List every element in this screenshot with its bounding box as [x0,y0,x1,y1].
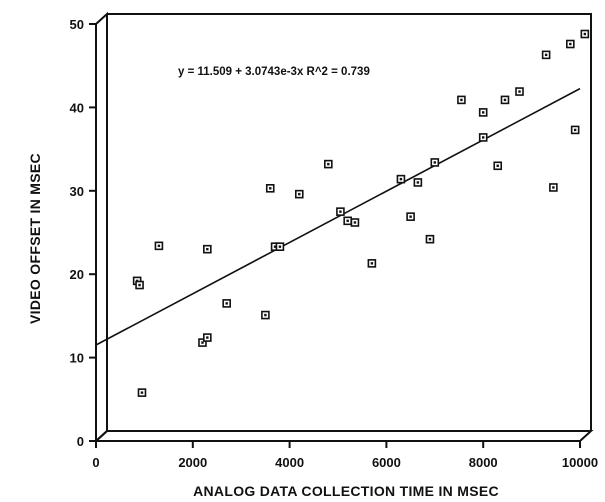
data-point [549,183,558,192]
data-point [203,333,212,342]
data-point [261,310,270,320]
y-tick-label: 50 [70,17,84,32]
data-point [500,95,510,105]
data-point [135,280,144,290]
data-point-core [138,283,141,287]
data-point-core [346,219,349,223]
data-point [350,218,360,227]
data-points [132,29,590,397]
y-tick-label: 10 [70,351,84,366]
data-point-core [278,245,282,248]
data-point-core [157,244,161,248]
data-point [570,125,580,135]
x-tick-label: 0 [92,455,99,470]
data-point [343,216,352,226]
data-point [294,189,304,199]
data-point [336,207,345,216]
data-point [457,95,466,105]
x-tick-label: 6000 [372,455,401,470]
data-point-core [339,210,342,213]
data-point-core [428,237,432,241]
left-wall [95,11,108,444]
axis-ticks: 0 10 20 30 40 50 0 2000 4000 6000 8000 10000 [70,17,599,470]
y-tick-label: 0 [77,434,84,449]
data-point-core [273,245,277,248]
data-point [406,212,415,221]
data-point [478,133,488,142]
data-point-core [409,215,412,218]
data-point [580,29,590,39]
floor [93,430,594,442]
x-tick-label: 2000 [178,455,207,470]
data-point-core [503,98,507,102]
y-tick-label: 40 [70,100,84,115]
x-axis-title: ANALOG DATA COLLECTION TIME IN MSEC [193,483,499,499]
data-point [430,158,440,167]
data-point-core [399,177,403,181]
data-point-core [140,391,144,394]
data-point-core [569,42,572,46]
data-point-core [460,98,463,102]
data-point-core [298,192,301,196]
data-point-core [518,90,521,93]
data-point-core [206,336,209,339]
x-tick-label: 4000 [275,455,304,470]
y-tick-label: 20 [70,267,84,282]
data-point [222,299,231,308]
data-point-core [496,164,499,167]
data-point [493,161,503,171]
data-point [478,108,488,117]
data-point-core [264,313,267,317]
data-point [154,241,164,251]
plot-frame [93,11,594,444]
data-point-core [201,341,204,344]
data-point [396,174,406,184]
data-point-core [552,186,555,189]
data-point [541,50,551,60]
data-point-core [269,187,272,190]
data-point-core [544,53,548,57]
data-point-core [482,111,485,114]
data-point [198,338,207,347]
data-point [265,183,275,193]
data-point [425,234,435,244]
data-point [137,388,147,397]
regression-line [95,87,581,346]
x-tick-label: 10000 [562,455,598,470]
data-point [275,242,285,251]
data-point-core [573,128,577,132]
data-point-core [353,221,357,224]
data-point-core [482,136,485,139]
data-point-core [583,32,587,36]
data-point [367,259,377,268]
y-axis-title: VIDEO OFFSET IN MSEC [27,153,43,324]
data-point [566,39,575,49]
x-tick-label: 8000 [469,455,498,470]
back-plane-edge [107,13,592,431]
data-point [413,178,423,187]
data-point-core [206,247,209,251]
data-point-core [433,161,436,164]
regression-equation: y = 11.509 + 3.0743e-3x R^2 = 0.739 [178,66,370,78]
data-point [324,159,333,169]
data-point-core [416,181,420,184]
data-point [203,244,212,254]
y-tick-label: 30 [70,184,84,199]
data-point-core [327,162,330,166]
data-point-core [370,262,374,265]
data-point [515,87,524,96]
data-point-core [225,302,228,305]
regression-line-group [95,87,581,346]
